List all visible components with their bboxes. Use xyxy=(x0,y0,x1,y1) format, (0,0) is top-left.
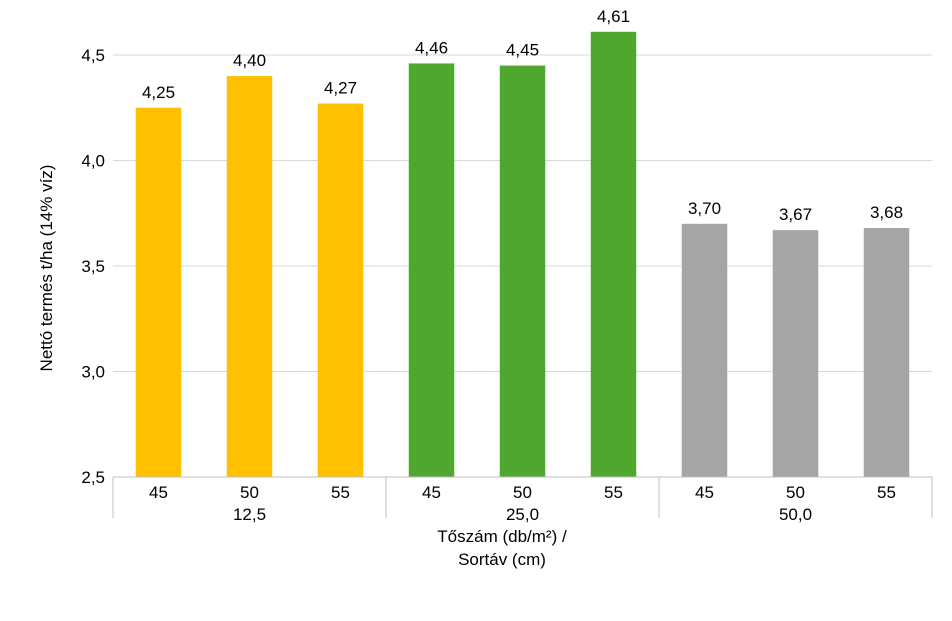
bar-value-label: 4,45 xyxy=(506,41,539,60)
bar-value-label: 4,25 xyxy=(142,83,175,102)
bar-value-label: 4,40 xyxy=(233,51,266,70)
bar xyxy=(863,228,910,477)
bar-value-label: 3,67 xyxy=(779,205,812,224)
bar-value-label: 4,46 xyxy=(415,38,448,57)
y-tick-label: 2,5 xyxy=(81,468,105,487)
x-category-label: 50 xyxy=(240,483,259,502)
x-group-label: 25,0 xyxy=(506,505,539,524)
x-group-label: 50,0 xyxy=(779,505,812,524)
x-category-label: 50 xyxy=(786,483,805,502)
bar-value-label: 4,61 xyxy=(597,7,630,26)
bar-value-label: 3,70 xyxy=(688,199,721,218)
x-axis: 45 50 55 12,5 45 50 55 25,0 45 50 55 50,0 xyxy=(112,476,933,524)
bar xyxy=(317,103,364,477)
x-category-label: 45 xyxy=(695,483,714,502)
y-tick-label: 3,0 xyxy=(81,363,105,382)
bars xyxy=(135,31,910,478)
y-tick-label: 4,0 xyxy=(81,152,105,171)
x-category-label: 45 xyxy=(422,483,441,502)
x-category-label: 50 xyxy=(513,483,532,502)
x-category-label: 55 xyxy=(877,483,896,502)
bar-value-label: 3,68 xyxy=(870,203,903,222)
y-tick-label: 4,5 xyxy=(81,46,105,65)
x-category-label: 45 xyxy=(149,483,168,502)
bar xyxy=(226,76,273,477)
x-category-label: 55 xyxy=(604,483,623,502)
x-category-label: 55 xyxy=(331,483,350,502)
bar xyxy=(135,107,182,477)
y-axis: 2,5 3,0 3,5 4,0 4,5 xyxy=(81,46,105,487)
y-axis-title: Nettó termés t/ha (14% víz) xyxy=(37,165,56,372)
bar xyxy=(499,65,546,478)
bar-value-label: 4,27 xyxy=(324,79,357,98)
x-axis-title-line-2: Sortáv (cm) xyxy=(458,550,546,569)
data-labels: 4,25 4,40 4,27 4,46 4,45 4,61 3,70 3,67 3,68 xyxy=(142,7,903,224)
bar xyxy=(772,230,819,477)
bar xyxy=(408,63,455,477)
x-axis-title-line-1: Tőszám (db/m²) / xyxy=(437,527,567,546)
x-group-label: 12,5 xyxy=(233,505,266,524)
bar xyxy=(681,223,728,477)
y-tick-label: 3,5 xyxy=(81,257,105,276)
bar xyxy=(590,31,637,477)
